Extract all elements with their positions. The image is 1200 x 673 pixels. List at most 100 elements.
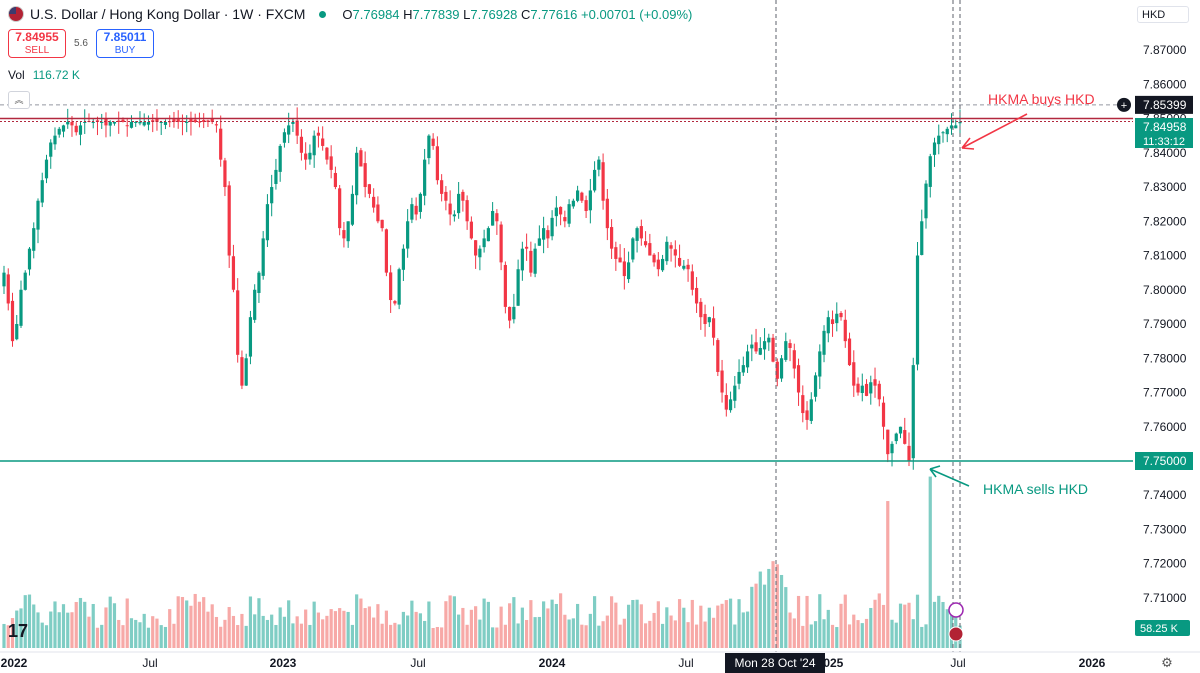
volume-bar (643, 623, 648, 648)
volume-bar (767, 568, 771, 648)
volume-bar (592, 596, 597, 648)
volume-bar (648, 620, 652, 648)
candle-body (903, 430, 907, 444)
buy-button[interactable]: 7.85011 BUY (96, 29, 154, 58)
volume-bar (792, 618, 796, 648)
volume-bar (907, 602, 911, 648)
y-tick-label: 7.72000 (1143, 557, 1187, 571)
symbol-title[interactable]: U.S. Dollar / Hong Kong Dollar · 1W · FX… (30, 6, 306, 22)
volume-bar (95, 627, 100, 648)
candle-body (236, 290, 240, 355)
candle-body (23, 272, 27, 290)
candle-body (78, 125, 83, 135)
candle-body (2, 272, 6, 287)
volume-bar (112, 603, 117, 648)
volume-bar (852, 614, 856, 648)
volume-bar (639, 604, 643, 648)
volume-bar (448, 595, 452, 648)
candle-body (359, 150, 363, 167)
price-axis[interactable]: 7.870007.860007.850007.840007.830007.820… (1117, 0, 1200, 673)
volume-bar (19, 608, 23, 648)
candle-body (682, 265, 686, 269)
volume-bar (231, 615, 236, 648)
volume-bar (635, 599, 639, 648)
volume-bar (83, 601, 87, 648)
volume-bar (508, 603, 512, 648)
volume-bar (206, 611, 210, 648)
volume-bar (911, 619, 915, 648)
volume-bar (771, 561, 775, 648)
x-tick-label: 2023 (270, 656, 297, 670)
candle-body (261, 238, 265, 276)
volume-bar (711, 617, 716, 648)
candle-body (694, 287, 699, 304)
candle-body (325, 147, 329, 160)
volume-bar (457, 614, 461, 648)
candle-body (898, 426, 903, 434)
candle-body (588, 190, 592, 211)
candle-body (835, 313, 839, 324)
candle-body (886, 429, 890, 455)
volume-bar (180, 596, 185, 648)
volume-bar (677, 599, 682, 648)
time-axis[interactable]: 2022 Jul 2023 Jul 2024 Jul 2025 Jul 2026 ⚙Mon 28 … (0, 651, 1200, 673)
volume-bar (44, 625, 49, 648)
volume-bar (461, 607, 465, 648)
candle-body (282, 132, 287, 143)
candle-body (686, 264, 690, 270)
spread-value: 5.6 (74, 38, 88, 49)
volume-bar (478, 619, 482, 648)
volume-bar (316, 612, 321, 648)
candle-body (180, 120, 185, 122)
volume-bar (219, 626, 223, 648)
candle-body (499, 224, 503, 263)
volume-bar (775, 564, 779, 648)
volume-bar (779, 574, 784, 648)
levels (0, 0, 1133, 652)
candle-body (321, 138, 325, 146)
candle-body (673, 249, 677, 256)
candle-body (142, 121, 146, 126)
volume-bar (813, 621, 818, 648)
y-tick-label: 7.74000 (1143, 488, 1187, 502)
volume-bar (10, 618, 15, 648)
volume-bar (877, 593, 881, 648)
candle-body (469, 221, 473, 239)
volume-bar (440, 627, 444, 648)
current-price-label: 7.84958 (1143, 120, 1187, 134)
volume-bar (66, 612, 70, 648)
volume-bar (57, 612, 61, 648)
volume-bar (257, 598, 261, 648)
collapse-legend-button[interactable]: ︽ (8, 91, 30, 109)
volume-bar (321, 619, 325, 648)
candle-body (74, 125, 78, 133)
volume-bar (406, 615, 410, 648)
candle-body (733, 385, 737, 401)
candle-body (253, 289, 257, 320)
volume-bar (355, 594, 359, 648)
currency-selector[interactable]: HKD (1137, 6, 1189, 23)
volume-bar (571, 618, 575, 648)
candle-body (784, 341, 788, 360)
x-tick-label: 2026 (1079, 656, 1106, 670)
candle-body (355, 152, 359, 196)
volume-bar (270, 614, 274, 648)
volume-bar (584, 625, 588, 648)
candle-body (716, 340, 720, 372)
candle-body (125, 125, 129, 127)
volume-bar (860, 623, 864, 648)
volume-bar (520, 607, 524, 648)
candle-body (193, 119, 197, 122)
candle-body (312, 135, 316, 156)
candle-body (775, 361, 779, 379)
candle-body (474, 240, 478, 256)
overlay: HKMA buys HKD HKMA sells HKD 17 (8, 91, 1095, 642)
crosshair-price-label: 7.85399 (1143, 98, 1187, 112)
x-tick-label: Jul (142, 656, 157, 670)
volume-bar (563, 614, 567, 648)
volume-bar (261, 615, 265, 648)
candle-body (397, 269, 401, 305)
volume-bar (576, 603, 580, 648)
sell-button[interactable]: 7.84955 SELL (8, 29, 66, 58)
